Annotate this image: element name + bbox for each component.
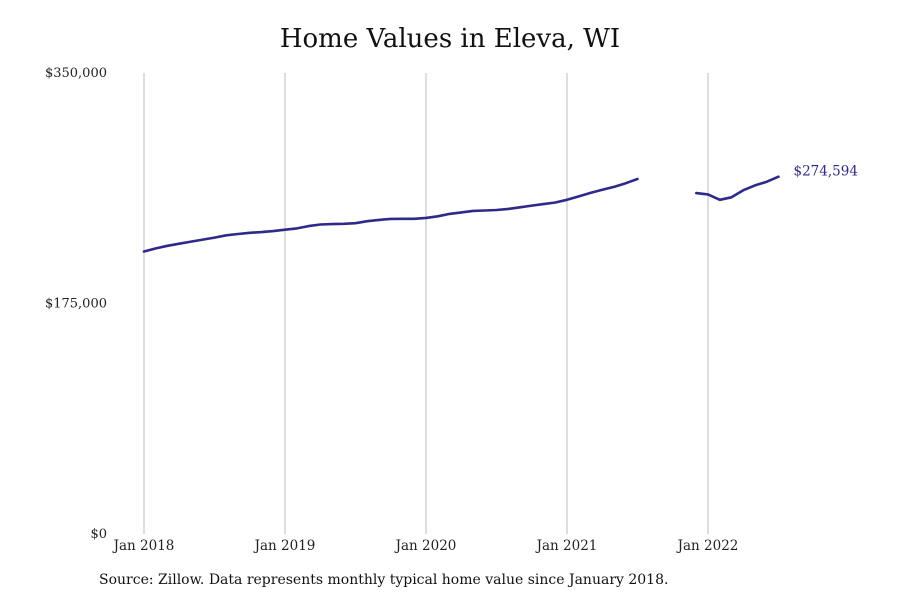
data-point-0-37	[575, 192, 583, 200]
data-point-0-29	[481, 207, 489, 215]
data-point-0-24	[422, 214, 430, 222]
data-point-0-2	[164, 242, 172, 250]
data-labels: $274,594	[794, 164, 858, 180]
data-point-1-3	[728, 193, 736, 201]
data-point-0-3	[175, 240, 183, 248]
data-point-0-30	[493, 206, 501, 214]
end-value-label: $274,594	[794, 164, 858, 180]
data-point-0-9	[246, 229, 254, 237]
x-tick-label-4: Jan 2022	[676, 538, 739, 554]
data-point-1-5	[751, 181, 759, 189]
y-tick-label-2: $350,000	[45, 66, 107, 81]
data-point-1-4	[739, 186, 747, 194]
series-line-segment-0	[142, 177, 639, 253]
data-point-0-23	[410, 215, 418, 223]
x-axis-ticks: Jan 2018 Jan 2019 Jan 2020 Jan 2021 Jan 2022	[112, 538, 739, 554]
data-point-0-8	[234, 230, 242, 238]
data-point-1-2	[716, 196, 724, 204]
data-point-0-19	[363, 217, 371, 225]
data-point-0-7	[222, 231, 230, 239]
data-point-0-32	[516, 203, 524, 211]
data-point-0-33	[528, 202, 536, 210]
data-point-0-21	[387, 215, 395, 223]
data-point-1-6	[763, 178, 771, 186]
data-point-0-25	[434, 212, 442, 220]
data-point-0-11	[269, 227, 277, 235]
data-point-0-16	[328, 220, 336, 228]
data-point-0-27	[457, 208, 465, 216]
data-point-0-31	[504, 205, 512, 213]
data-point-1-0	[692, 189, 700, 197]
chart-title: Home Values in Eleva, WI	[279, 24, 621, 54]
data-point-0-12	[281, 226, 289, 234]
series-home-value	[140, 173, 783, 255]
x-tick-label-3: Jan 2021	[535, 538, 598, 554]
data-point-0-0	[140, 247, 148, 255]
data-point-0-1	[152, 244, 160, 252]
y-axis-ticks: $0 $175,000 $350,000	[45, 66, 107, 542]
x-tick-label-0: Jan 2018	[112, 538, 175, 554]
data-point-0-38	[587, 189, 595, 197]
data-point-0-39	[598, 186, 606, 194]
data-point-0-28	[469, 207, 477, 215]
data-point-0-17	[340, 220, 348, 228]
data-point-0-41	[622, 179, 630, 187]
data-point-0-36	[563, 196, 571, 204]
data-point-0-20	[375, 216, 383, 224]
data-point-0-22	[399, 215, 407, 223]
data-point-0-34	[540, 200, 548, 208]
data-point-0-13	[293, 224, 301, 232]
data-point-0-5	[199, 236, 207, 244]
data-point-0-40	[610, 183, 618, 191]
data-point-1-1	[704, 190, 712, 198]
data-point-0-15	[316, 220, 324, 228]
data-point-0-14	[305, 222, 313, 230]
x-tick-label-2: Jan 2020	[394, 538, 457, 554]
data-point-0-18	[352, 219, 360, 227]
series-line-segment-1	[695, 175, 780, 202]
data-point-0-6	[211, 234, 219, 242]
data-point-0-42	[634, 175, 642, 183]
y-tick-label-0: $0	[90, 527, 107, 542]
gridlines	[143, 73, 709, 534]
data-point-0-4	[187, 238, 195, 246]
y-tick-label-1: $175,000	[45, 297, 107, 312]
data-point-0-26	[446, 210, 454, 218]
data-point-1-7	[775, 173, 783, 181]
data-point-0-35	[551, 198, 559, 206]
x-tick-label-1: Jan 2019	[253, 538, 316, 554]
data-point-0-10	[258, 228, 266, 236]
source-note: Source: Zillow. Data represents monthly …	[99, 572, 669, 588]
